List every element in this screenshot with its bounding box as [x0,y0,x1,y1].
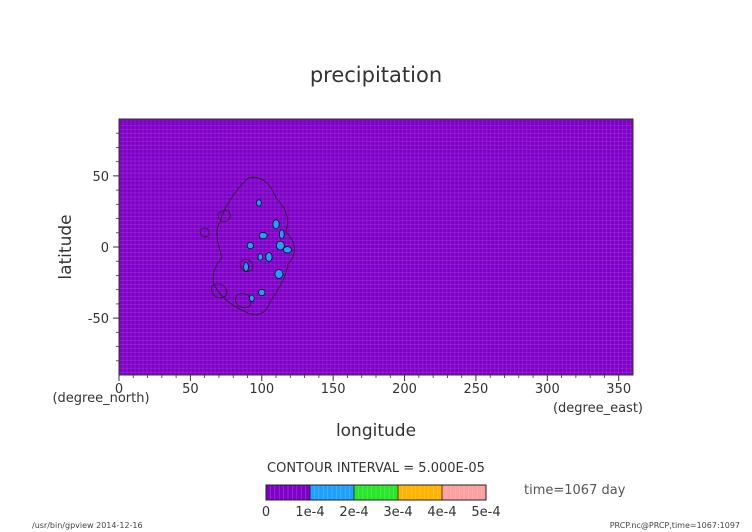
colorbar-label: 5e-4 [471,505,500,520]
colorbar-segment [398,485,442,500]
x-axis-unit: (degree_east) [553,401,643,416]
precip-blob [246,241,254,250]
precip-blob [274,269,284,279]
precip-blob [257,253,264,261]
precip-blob [272,219,280,230]
colorbar-segment [442,485,486,500]
contour-outline [239,259,254,272]
colorbar-segment [310,485,354,500]
contour-outline [211,283,228,298]
y-tick-label: -50 [88,312,109,327]
x-axis-label: longitude [336,421,416,441]
x-tick-label: 50 [182,382,199,397]
contour-outline [212,176,295,316]
footer-right: PRCP.nc@PRCP,time=1067:1097 [610,521,740,530]
footer-left: /usr/bin/gpview 2014-12-16 [32,521,143,530]
x-tick-label: 200 [392,382,417,397]
colorbar-label: 1e-4 [295,505,324,520]
x-tick-label: 300 [535,382,560,397]
precip-blob [256,199,262,207]
contour-outline [217,210,231,222]
precip-blob [258,288,266,297]
x-tick-label: 100 [249,382,274,397]
gridlines [119,119,633,375]
x-tick-label: 150 [321,382,346,397]
precip-blob [283,246,292,254]
y-tick-label: 0 [101,241,109,256]
plot-area [118,118,634,376]
colorbar-label: 0 [262,505,270,520]
y-axis-ticks: 50 0 -50 [88,132,119,362]
precip-blob [258,232,268,240]
x-tick-label: 350 [606,382,631,397]
contour-lines [199,176,295,316]
precip-blob [248,294,255,302]
precip-highlights [243,199,292,302]
chart-title: precipitation [310,63,442,87]
colorbar-segment [354,485,398,500]
colorbar: 0 1e-4 2e-4 3e-4 4e-4 5e-4 [262,484,501,520]
y-tick-label: 50 [92,170,109,185]
contour-outline [199,228,210,238]
colorbar-frame [265,484,487,501]
precip-blob [278,229,285,240]
precip-blob [265,252,273,262]
precip-blob [275,240,285,251]
colorbar-label: 2e-4 [339,505,368,520]
y-axis-label: latitude [56,214,76,279]
colorbar-segment [266,485,310,500]
contour-interval: CONTOUR INTERVAL = 5.000E-05 [267,461,485,476]
colorbar-label: 3e-4 [383,505,412,520]
x-axis-ticks: 0 50 100 150 200 250 300 350 [115,375,631,397]
x-tick-label: 250 [464,382,489,397]
contour-outline [235,293,252,308]
colorbar-label: 4e-4 [427,505,456,520]
plot-background [119,119,633,375]
y-axis-unit: (degree_north) [52,391,149,406]
x-tick-label: 0 [115,382,123,397]
precip-blob [243,262,249,272]
time-label: time=1067 day [524,483,626,498]
